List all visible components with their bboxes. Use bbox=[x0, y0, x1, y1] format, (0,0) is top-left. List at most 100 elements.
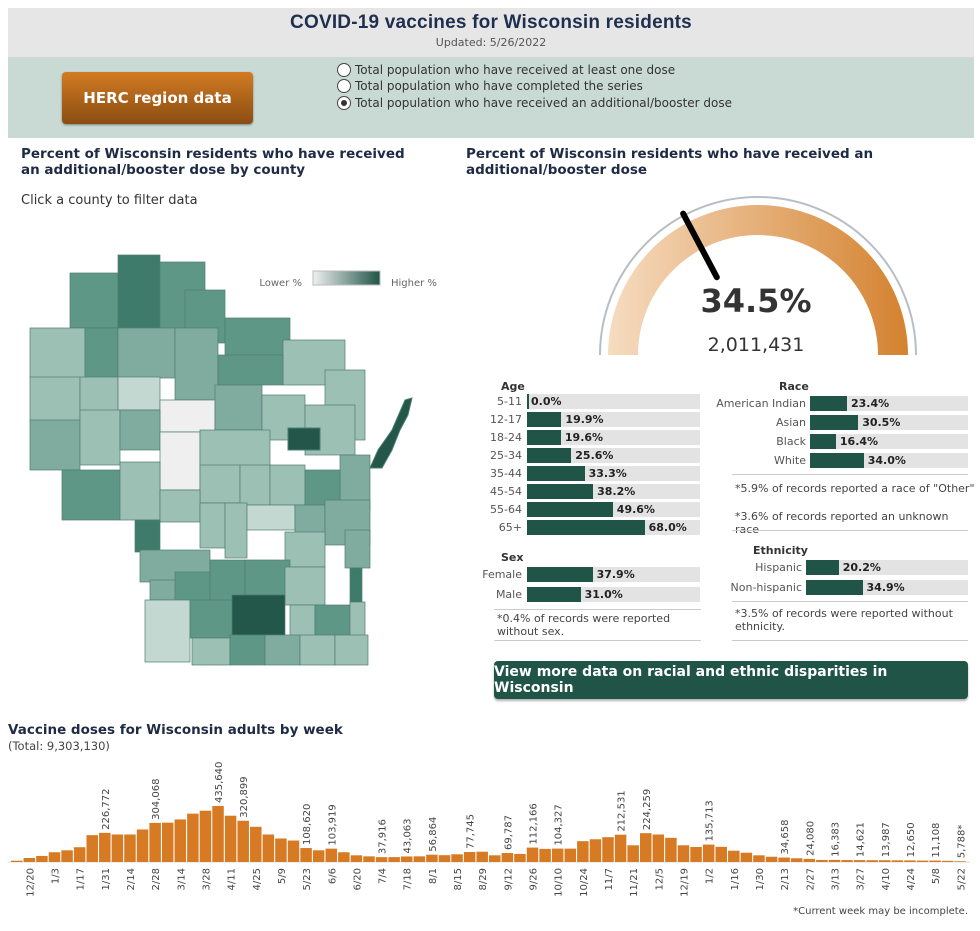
bar-1/17 bbox=[73, 847, 86, 862]
county[interactable] bbox=[244, 559, 291, 596]
bar-3/21 bbox=[187, 813, 199, 862]
county[interactable] bbox=[229, 634, 266, 666]
county[interactable] bbox=[159, 399, 216, 433]
county[interactable] bbox=[84, 327, 119, 379]
county[interactable] bbox=[304, 469, 341, 506]
county[interactable] bbox=[199, 464, 241, 504]
bar-1/30 bbox=[753, 855, 765, 862]
bar-6/6 bbox=[325, 848, 337, 862]
age-value: 19.6% bbox=[564, 431, 604, 444]
county[interactable] bbox=[349, 567, 363, 607]
tick-label: 4/24 bbox=[906, 868, 917, 890]
bar-11/14 bbox=[614, 834, 627, 862]
county[interactable] bbox=[61, 469, 121, 521]
county[interactable] bbox=[144, 599, 191, 663]
bar-1/16 bbox=[728, 850, 740, 862]
county[interactable] bbox=[284, 531, 326, 568]
booster-gauge bbox=[599, 196, 917, 356]
bar-5/8 bbox=[929, 860, 941, 862]
county[interactable] bbox=[314, 604, 351, 638]
county[interactable] bbox=[334, 634, 369, 666]
bar-3/14 bbox=[174, 819, 187, 862]
bar-5/15 bbox=[941, 860, 954, 862]
tick-label: 12/19 bbox=[679, 868, 690, 897]
county[interactable] bbox=[117, 327, 176, 379]
radio-icon[interactable] bbox=[337, 63, 351, 77]
county[interactable] bbox=[119, 461, 161, 521]
divider bbox=[494, 609, 701, 610]
county[interactable] bbox=[174, 327, 219, 401]
county[interactable] bbox=[189, 599, 233, 639]
county[interactable] bbox=[191, 637, 231, 666]
county[interactable] bbox=[349, 601, 366, 641]
county[interactable] bbox=[29, 419, 81, 471]
radio-one-dose[interactable]: Total population who have received at le… bbox=[337, 63, 675, 77]
bar-12/12 bbox=[665, 837, 677, 862]
bar-2/13 bbox=[778, 857, 790, 862]
radio-booster[interactable]: Total population who have received an ad… bbox=[337, 96, 732, 110]
county[interactable] bbox=[199, 429, 271, 469]
county[interactable] bbox=[231, 594, 286, 636]
bar-9/19 bbox=[514, 853, 526, 862]
county[interactable] bbox=[224, 502, 248, 559]
county[interactable] bbox=[224, 317, 291, 356]
county[interactable] bbox=[134, 519, 161, 553]
county[interactable] bbox=[174, 571, 211, 603]
county-map[interactable]: Lower % Higher % bbox=[0, 230, 460, 680]
county-door[interactable] bbox=[369, 397, 413, 469]
age-label: 55-64 bbox=[490, 503, 522, 516]
divider bbox=[732, 474, 968, 475]
county-menominee[interactable] bbox=[287, 427, 321, 451]
tick-label: 9/26 bbox=[529, 868, 540, 890]
county[interactable] bbox=[269, 464, 306, 506]
disparities-button[interactable]: View more data on racial and ethnic disp… bbox=[494, 661, 968, 699]
bar-9/26 bbox=[526, 847, 539, 862]
county[interactable] bbox=[29, 376, 81, 423]
county[interactable] bbox=[299, 634, 336, 666]
data-label: 435,640 bbox=[214, 762, 225, 803]
updated-date: Updated: 5/26/2022 bbox=[435, 36, 547, 49]
county[interactable] bbox=[159, 489, 201, 523]
county[interactable] bbox=[264, 634, 301, 666]
bar-11/28 bbox=[640, 833, 652, 862]
bar-10/31 bbox=[589, 839, 602, 862]
tick-label: 1/17 bbox=[76, 868, 87, 890]
county[interactable] bbox=[117, 254, 161, 329]
weekly-total: (Total: 9,303,130) bbox=[8, 739, 110, 753]
age-value: 68.0% bbox=[648, 521, 687, 534]
county[interactable] bbox=[79, 409, 121, 466]
county[interactable] bbox=[289, 604, 316, 641]
tick-label: 5/9 bbox=[277, 868, 288, 884]
county[interactable] bbox=[246, 504, 296, 531]
bar-10/24 bbox=[577, 841, 589, 862]
ethnicity-title: Ethnicity bbox=[753, 544, 808, 557]
county[interactable] bbox=[119, 409, 161, 451]
radio-completed-series[interactable]: Total population who have completed the … bbox=[337, 79, 643, 93]
map-title: Percent of Wisconsin residents who have … bbox=[21, 146, 405, 178]
sex-bar bbox=[527, 567, 593, 582]
tick-label: 5/23 bbox=[302, 868, 313, 890]
county[interactable] bbox=[284, 566, 326, 606]
data-label: 14,621 bbox=[856, 822, 867, 857]
radio-selected-icon[interactable] bbox=[337, 96, 351, 110]
legend-gradient bbox=[312, 270, 381, 286]
county[interactable] bbox=[239, 464, 271, 506]
data-label: 304,068 bbox=[151, 779, 162, 820]
county[interactable] bbox=[117, 376, 161, 411]
county[interactable] bbox=[69, 272, 119, 329]
tick-label: 6/20 bbox=[352, 868, 363, 890]
bar-8/22 bbox=[463, 852, 476, 862]
county[interactable] bbox=[344, 529, 371, 569]
bar-3/13 bbox=[828, 859, 841, 862]
bar-2/27 bbox=[803, 858, 816, 862]
radio-label: Total population who have completed the … bbox=[355, 79, 643, 93]
county[interactable] bbox=[79, 376, 119, 413]
herc-region-button[interactable]: HERC region data bbox=[62, 72, 253, 124]
radio-icon[interactable] bbox=[337, 79, 351, 93]
county[interactable] bbox=[199, 502, 226, 549]
county[interactable] bbox=[159, 431, 201, 491]
county[interactable] bbox=[29, 327, 86, 379]
age-value: 38.2% bbox=[597, 485, 636, 498]
county[interactable] bbox=[217, 354, 284, 386]
county[interactable] bbox=[214, 384, 263, 431]
